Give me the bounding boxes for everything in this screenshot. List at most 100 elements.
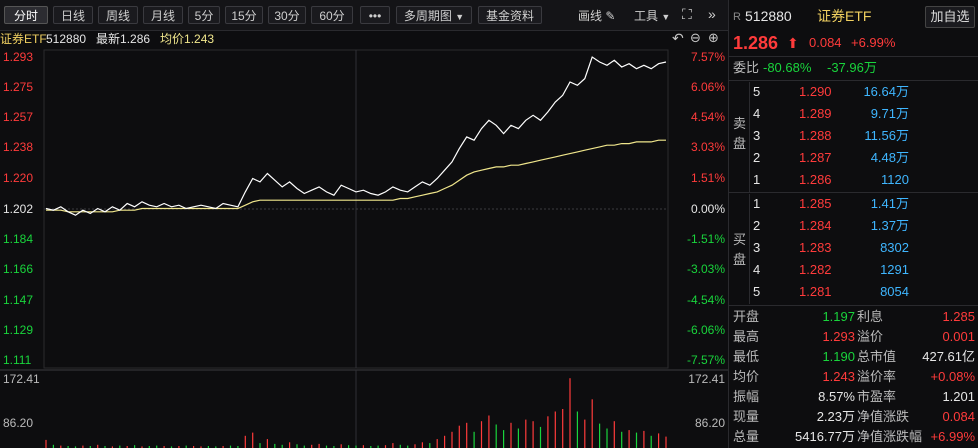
tab-5min[interactable]: 5分 [188, 6, 220, 24]
stat-row: 振幅 8.57% 市盈率 1.201 [729, 387, 978, 407]
stat-label: 均价 [733, 369, 760, 384]
volume-bar [193, 446, 195, 448]
sell-side-label: 卖盘 [733, 116, 747, 151]
buy-order-row[interactable]: 1 1.285 1.41万 [729, 194, 978, 214]
volume-bar [628, 430, 630, 448]
volume-bar [525, 419, 527, 448]
stat-value: +6.99% [930, 429, 975, 444]
order-price: 1.285 [799, 196, 832, 211]
volume-bar [215, 446, 217, 448]
undo-icon[interactable]: ↶ [672, 30, 684, 46]
quote-name: 证券ETF [817, 8, 872, 24]
buy-order-row[interactable]: 2 1.284 1.37万 [729, 216, 978, 236]
sell-order-row[interactable]: 3 1.288 11.56万 [729, 126, 978, 146]
stat-value: 0.084 [942, 409, 975, 424]
volume-tick-right: 86.20 [694, 416, 725, 430]
volume-bar [650, 435, 652, 448]
stat-label: 最低 [733, 349, 760, 364]
pencil-icon: ✎ [605, 9, 616, 23]
intraday-chart[interactable]: 1.293 1.275 1.257 1.238 1.220 1.202 1.184 1.166… [0, 48, 728, 448]
order-level: 3 [753, 128, 761, 143]
plus-icon[interactable]: ⊕ [708, 30, 719, 45]
fullscreen-icon[interactable]: ⛶ [682, 6, 692, 22]
volume-bar [252, 432, 254, 448]
multi-period-label: 多周期图 [403, 9, 452, 23]
price-tick: 1.111 [3, 353, 32, 367]
buy-order-row[interactable]: 4 1.282 1291 [729, 260, 978, 280]
more-periods-button[interactable]: ••• [360, 6, 390, 24]
stat-label: 振幅 [733, 389, 760, 404]
volume-bar [384, 445, 387, 448]
stat-label: 溢价率 [857, 369, 897, 384]
order-level: 2 [753, 150, 761, 165]
volume-bar [621, 431, 623, 448]
buy-order-row[interactable]: 3 1.283 8302 [729, 238, 978, 258]
volume-bar [111, 446, 113, 448]
market-prefix: R [733, 11, 741, 23]
add-watchlist-button[interactable]: 加自选 [925, 6, 975, 28]
quote-change-pct: +6.99% [851, 35, 896, 50]
volume-bar [510, 422, 512, 448]
pct-tick: -4.54% [686, 293, 725, 307]
order-price: 1.282 [799, 262, 832, 277]
volume-bar [266, 439, 268, 448]
pct-tick: 6.06% [690, 80, 725, 94]
tab-30min[interactable]: 30分 [268, 6, 306, 24]
volume-bar [289, 442, 291, 448]
multi-period-button[interactable]: 多周期图 ▼ [396, 6, 472, 24]
tab-15min[interactable]: 15分 [225, 6, 263, 24]
arrow-up-icon: ⬆ [787, 35, 799, 51]
volume-bar [333, 446, 335, 448]
sell-order-row[interactable]: 1 1.286 1120 [729, 170, 978, 190]
draw-line-button[interactable]: 画线 ✎ [578, 7, 615, 24]
tab-daily[interactable]: 日线 [53, 6, 93, 24]
stat-label: 总市值 [857, 349, 897, 364]
tools-label: 工具 [634, 9, 659, 23]
price-tick: 1.166 [3, 262, 34, 276]
volume-bar [97, 444, 99, 448]
stat-value: 427.61亿 [922, 349, 975, 364]
minus-icon[interactable]: ⊖ [690, 30, 701, 45]
pct-tick: 1.51% [690, 171, 725, 185]
sell-order-row[interactable]: 4 1.289 9.71万 [729, 104, 978, 124]
volume-bar [311, 444, 313, 448]
webi-value: -80.68% [763, 60, 812, 75]
tab-weekly[interactable]: 周线 [98, 6, 138, 24]
stat-value: 0.001 [942, 329, 975, 344]
webi-diff: -37.96万 [827, 60, 877, 75]
volume-bar [281, 444, 283, 448]
volume-bar [52, 444, 54, 448]
volume-bar [325, 445, 328, 448]
tools-button[interactable]: 工具 ▼ [634, 7, 670, 24]
collapse-icon[interactable]: » [708, 6, 716, 22]
tab-monthly[interactable]: 月线 [143, 6, 183, 24]
volume-bar [606, 428, 608, 448]
order-volume: 9.71万 [870, 106, 909, 121]
volume-bar [643, 430, 645, 448]
volume-bar [421, 442, 423, 448]
stat-value: +0.08% [930, 369, 975, 384]
pct-tick: -1.51% [686, 232, 725, 246]
stat-value: 1.201 [942, 389, 975, 404]
stat-value: 8.57% [818, 389, 855, 404]
order-volume: 16.64万 [863, 84, 909, 99]
fund-info-button[interactable]: 基金资料 [478, 6, 542, 24]
latest-label: 最新 [96, 32, 121, 46]
stat-value: 1.285 [942, 309, 975, 324]
sell-order-row[interactable]: 5 1.290 16.64万 [729, 82, 978, 102]
volume-bar [658, 433, 660, 448]
tab-60min[interactable]: 60分 [311, 6, 353, 24]
volume-bar [148, 446, 150, 448]
buy-order-row[interactable]: 5 1.281 8054 [729, 282, 978, 302]
order-volume: 8054 [880, 284, 909, 299]
volume-bar [89, 446, 91, 448]
volume-bar [635, 432, 638, 448]
stat-row: 总量 5416.77万 净值涨跌幅 +6.99% [729, 427, 978, 447]
price-tick: 1.202 [3, 202, 34, 216]
volume-bar [370, 446, 372, 448]
volume-bar [562, 409, 564, 448]
tab-intraday[interactable]: 分时 [4, 6, 48, 24]
volume-bar [134, 445, 136, 448]
stat-label: 现量 [733, 409, 760, 424]
sell-order-row[interactable]: 2 1.287 4.48万 [729, 148, 978, 168]
